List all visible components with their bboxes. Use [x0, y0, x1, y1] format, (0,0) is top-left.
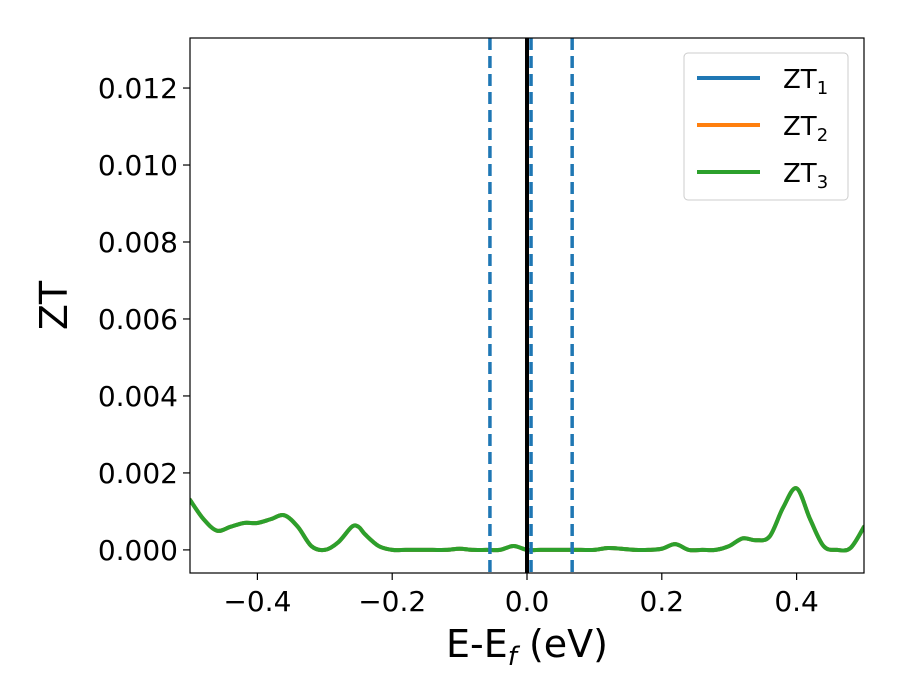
y-tick-label: 0.004 [98, 380, 178, 413]
y-tick-label: 0.008 [98, 226, 178, 259]
x-axis-title-unit: (eV) [517, 622, 608, 666]
legend-label-main: ZT [783, 65, 817, 95]
legend-label-1: ZT1 [783, 65, 828, 99]
legend-label-main: ZT [783, 159, 817, 189]
x-axis: −0.4 −0.2 0.0 0.2 0.4 [223, 573, 819, 618]
y-tick-label: 0.010 [98, 149, 178, 182]
x-tick-label: −0.2 [358, 585, 426, 618]
y-tick-label: 0.002 [98, 457, 178, 490]
legend-label-2: ZT2 [783, 112, 828, 146]
series-line-3 [190, 486, 864, 553]
y-axis: 0.000 0.002 0.004 0.006 0.008 0.010 0.012 [98, 72, 190, 567]
legend-label-main: ZT [783, 112, 817, 142]
reference-lines [488, 38, 574, 573]
legend-box [683, 52, 849, 201]
y-tick-label: 0.000 [98, 534, 178, 567]
legend-label-sub: 2 [817, 125, 828, 146]
x-tick-label: −0.4 [223, 585, 291, 618]
legend-label-3: ZT3 [783, 159, 828, 193]
x-tick-label: 0.4 [774, 585, 819, 618]
y-tick-label: 0.006 [98, 303, 178, 336]
legend-label-sub: 3 [817, 172, 828, 193]
x-axis-title-main: E-E [446, 622, 508, 666]
series-layer [190, 486, 864, 553]
legend-label-sub: 1 [817, 78, 828, 99]
x-tick-label: 0.2 [640, 585, 685, 618]
y-axis-title: ZT [32, 280, 76, 330]
y-tick-label: 0.012 [98, 72, 178, 105]
x-tick-label: 0.0 [505, 585, 550, 618]
x-axis-title: E-Ef (eV) [446, 622, 608, 672]
